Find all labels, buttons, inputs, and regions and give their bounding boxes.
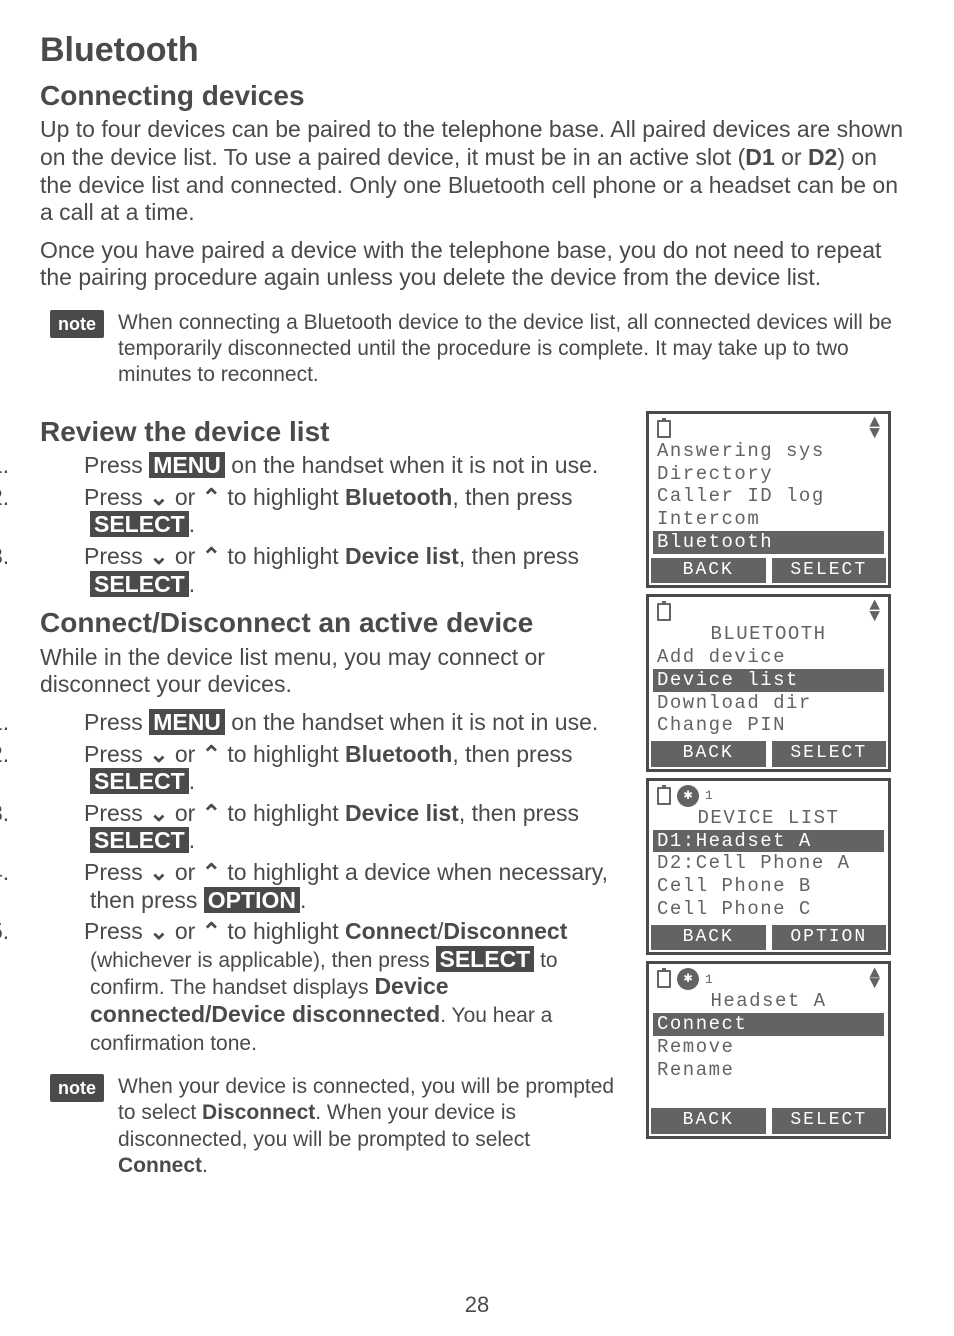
step-b2: 2.Press ⌄ or ⌃ to highlight Bluetooth, t… — [40, 741, 620, 796]
lcd-line: Remove — [653, 1036, 884, 1059]
subheading-connecting: Connecting devices — [40, 79, 914, 113]
step-b5: 5.Press ⌄ or ⌃ to highlight Connect/Disc… — [40, 918, 620, 1056]
lcd-screen-1: ▲▼ Answering sys Directory Caller ID log… — [646, 411, 891, 589]
step-a1: 1.Press MENU on the handset when it is n… — [40, 452, 620, 480]
page-title: Bluetooth — [40, 30, 914, 71]
lcd-line: Rename — [653, 1059, 884, 1082]
paragraph-1: Up to four devices can be paired to the … — [40, 116, 914, 226]
lcd-line: Download dir — [653, 692, 884, 715]
scroll-arrows-icon: ▲▼ — [869, 969, 880, 991]
lcd-line: Intercom — [653, 508, 884, 531]
lcd-line-highlighted: Connect — [653, 1013, 884, 1036]
battery-icon — [657, 970, 671, 988]
softkey-select: SELECT — [772, 558, 887, 584]
lcd-line: Caller ID log — [653, 485, 884, 508]
step-a2: 2.Press ⌄ or ⌃ to highlight Bluetooth, t… — [40, 484, 620, 539]
note-badge: note — [50, 1074, 104, 1102]
lcd-line: Directory — [653, 463, 884, 486]
lcd-line: Answering sys — [653, 440, 884, 463]
bt-slot-number: 1 — [705, 788, 713, 804]
bluetooth-icon: ✱ — [677, 968, 699, 990]
paragraph-3: While in the device list menu, you may c… — [40, 644, 620, 699]
battery-icon — [657, 787, 671, 805]
subheading-connect-disconnect: Connect/Disconnect an active device — [40, 606, 620, 640]
chevron-up-icon: ⌃ — [202, 800, 221, 826]
note-block-1: note When connecting a Bluetooth device … — [50, 310, 914, 389]
softkey-back: BACK — [651, 558, 766, 584]
lcd-line: D2:Cell Phone A — [653, 852, 884, 875]
chevron-down-icon: ⌄ — [149, 918, 168, 944]
scroll-arrows-icon: ▲▼ — [869, 601, 880, 623]
lcd-line: Cell Phone B — [653, 875, 884, 898]
lcd-title: Headset A — [653, 990, 884, 1013]
chevron-up-icon: ⌃ — [202, 918, 221, 944]
lcd-screens-column: ▲▼ Answering sys Directory Caller ID log… — [646, 411, 891, 1145]
lcd-title: DEVICE LIST — [653, 807, 884, 830]
step-b1: 1.Press MENU on the handset when it is n… — [40, 709, 620, 737]
select-button-label: SELECT — [90, 511, 189, 537]
step-b3: 3.Press ⌄ or ⌃ to highlight Device list,… — [40, 800, 620, 855]
lcd-screen-4: ✱ 1 ▲▼ Headset A Connect Remove Rename BA… — [646, 961, 891, 1139]
note-block-2: note When your device is connected, you … — [50, 1074, 620, 1179]
steps-list-b: 1.Press MENU on the handset when it is n… — [40, 709, 620, 1056]
lcd-line-highlighted: Bluetooth — [653, 531, 884, 554]
steps-list-a: 1.Press MENU on the handset when it is n… — [40, 452, 620, 598]
softkey-select: SELECT — [772, 741, 887, 767]
chevron-down-icon: ⌄ — [149, 800, 168, 826]
softkey-back: BACK — [651, 925, 766, 951]
lcd-line: Change PIN — [653, 714, 884, 737]
battery-icon — [657, 420, 671, 438]
chevron-up-icon: ⌃ — [202, 741, 221, 767]
softkey-option: OPTION — [772, 925, 887, 951]
lcd-line: Add device — [653, 646, 884, 669]
note-text-1: When connecting a Bluetooth device to th… — [118, 310, 914, 389]
option-button-label: OPTION — [204, 887, 300, 913]
chevron-up-icon: ⌃ — [202, 543, 221, 569]
chevron-down-icon: ⌄ — [149, 484, 168, 510]
softkey-select: SELECT — [772, 1108, 887, 1134]
note-badge: note — [50, 310, 104, 338]
paragraph-2: Once you have paired a device with the t… — [40, 237, 914, 292]
select-button-label: SELECT — [436, 946, 535, 972]
chevron-down-icon: ⌄ — [149, 543, 168, 569]
bt-slot-number: 1 — [705, 972, 713, 988]
lcd-line-highlighted: Device list — [653, 669, 884, 692]
lcd-title: BLUETOOTH — [653, 623, 884, 646]
lcd-line: Cell Phone C — [653, 898, 884, 921]
lcd-line-highlighted: D1:Headset A — [653, 830, 884, 853]
softkey-back: BACK — [651, 1108, 766, 1134]
menu-button-label: MENU — [149, 452, 225, 478]
lcd-screen-2: ▲▼ BLUETOOTH Add device Device list Down… — [646, 594, 891, 772]
bluetooth-icon: ✱ — [677, 785, 699, 807]
select-button-label: SELECT — [90, 827, 189, 853]
scroll-arrows-icon: ▲▼ — [869, 418, 880, 440]
chevron-down-icon: ⌄ — [149, 859, 168, 885]
lcd-line — [653, 1082, 884, 1105]
step-b4: 4.Press ⌄ or ⌃ to highlight a device whe… — [40, 859, 620, 914]
subheading-review: Review the device list — [40, 415, 620, 449]
menu-button-label: MENU — [149, 709, 225, 735]
step-a3: 3.Press ⌄ or ⌃ to highlight Device list,… — [40, 543, 620, 598]
select-button-label: SELECT — [90, 571, 189, 597]
page-number: 28 — [0, 1292, 954, 1318]
select-button-label: SELECT — [90, 768, 189, 794]
battery-icon — [657, 603, 671, 621]
chevron-up-icon: ⌃ — [202, 859, 221, 885]
softkey-back: BACK — [651, 741, 766, 767]
lcd-screen-3: ✱ 1 DEVICE LIST D1:Headset A D2:Cell Phon… — [646, 778, 891, 956]
note-text-2: When your device is connected, you will … — [118, 1074, 620, 1179]
chevron-up-icon: ⌃ — [202, 484, 221, 510]
chevron-down-icon: ⌄ — [149, 741, 168, 767]
